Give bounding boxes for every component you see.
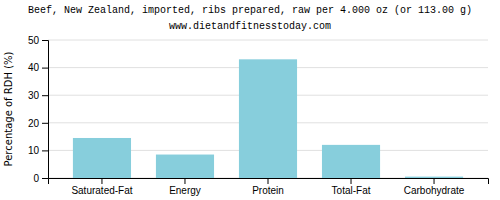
x-axis: Saturated-Fat Energy Protein Total-Fat Carbo… — [49, 178, 489, 196]
tick: 50 — [28, 35, 48, 46]
tick: 0 — [33, 173, 48, 184]
tick-label: 30 — [28, 90, 40, 101]
tick-label: 20 — [28, 118, 40, 129]
tick: Carbohydrate — [404, 178, 465, 196]
tick-label: Energy — [169, 185, 201, 196]
tick-label: Total-Fat — [332, 185, 371, 196]
tick-mark — [42, 178, 48, 179]
tick: Total-Fat — [332, 178, 371, 196]
tick: 40 — [28, 62, 48, 73]
axis-line — [42, 41, 49, 179]
tick: 30 — [28, 90, 48, 101]
chart-svg: Beef, New Zealand, imported, ribs prepar… — [0, 0, 500, 200]
tick: Protein — [252, 178, 284, 196]
y-axis: 0 10 20 30 40 50 — [28, 35, 49, 184]
tick-label: 0 — [33, 173, 39, 184]
tick: 20 — [28, 118, 48, 129]
grid-line — [48, 40, 488, 41]
tick: 10 — [28, 145, 48, 156]
plot: 0 10 20 30 40 50 Saturated-Fat Energy Protein Tot… — [28, 35, 489, 196]
tick-label: 10 — [28, 145, 40, 156]
bar — [322, 145, 380, 178]
tick-mark — [351, 178, 352, 184]
bar — [405, 177, 463, 178]
bar — [239, 59, 297, 178]
tick-mark — [101, 178, 102, 184]
tick-label: Carbohydrate — [404, 185, 465, 196]
tick-mark — [42, 68, 48, 69]
tick-label: Protein — [252, 185, 284, 196]
tick-mark — [268, 178, 269, 184]
bars — [73, 59, 463, 178]
bar — [156, 155, 214, 178]
tick: Energy — [169, 178, 201, 196]
title: Beef, New Zealand, imported, ribs prepar… — [28, 5, 472, 16]
axis-line — [49, 179, 489, 185]
tick-mark — [434, 178, 435, 184]
tick: Saturated-Fat — [71, 178, 132, 196]
subtitle: www.dietandfitnesstoday.com — [169, 21, 331, 32]
grid — [48, 40, 488, 178]
tick-label: 50 — [28, 35, 40, 46]
tick-label: 40 — [28, 62, 40, 73]
bar — [73, 138, 131, 178]
tick-mark — [42, 95, 48, 96]
tick-mark — [42, 40, 48, 41]
tick-mark — [42, 123, 48, 124]
y-axis-title: Percentage of RDH (%) — [3, 51, 14, 166]
tick-label: Saturated-Fat — [71, 185, 132, 196]
tick-mark — [42, 150, 48, 151]
tick-mark — [184, 178, 185, 184]
